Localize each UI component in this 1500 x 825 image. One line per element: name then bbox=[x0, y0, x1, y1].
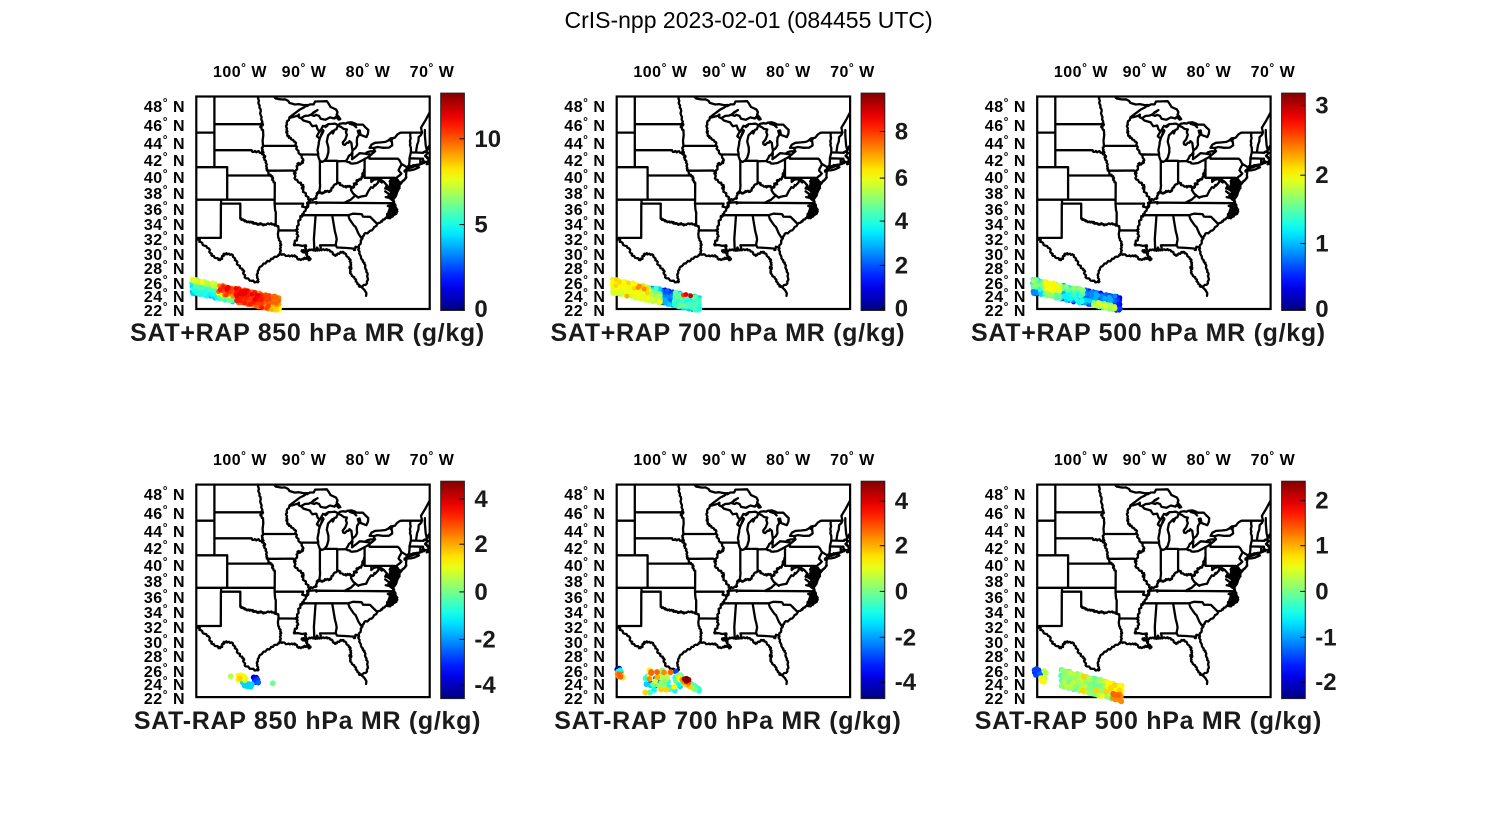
svg-text:-2: -2 bbox=[895, 624, 916, 651]
svg-text:4: 4 bbox=[474, 486, 488, 513]
svg-text:0: 0 bbox=[1315, 296, 1328, 323]
svg-text:1: 1 bbox=[1315, 231, 1328, 258]
svg-text:8: 8 bbox=[895, 119, 908, 146]
svg-text:2: 2 bbox=[895, 533, 908, 560]
svg-text:-2: -2 bbox=[474, 626, 495, 653]
svg-text:4: 4 bbox=[895, 208, 909, 235]
svg-text:SAT+RAP 500 hPa MR (g/kg): SAT+RAP 500 hPa MR (g/kg) bbox=[971, 319, 1326, 347]
svg-text:3: 3 bbox=[1315, 92, 1328, 119]
svg-text:0: 0 bbox=[474, 579, 487, 606]
svg-text:SAT-RAP 850 hPa MR (g/kg): SAT-RAP 850 hPa MR (g/kg) bbox=[134, 707, 481, 735]
svg-text:4: 4 bbox=[895, 488, 909, 515]
svg-text:0: 0 bbox=[474, 296, 487, 323]
svg-text:10: 10 bbox=[474, 126, 501, 153]
svg-text:-2: -2 bbox=[1315, 669, 1336, 696]
svg-text:CrIS-npp 2023-02-01 (084455 UT: CrIS-npp 2023-02-01 (084455 UTC) bbox=[564, 7, 932, 33]
svg-text:1: 1 bbox=[1315, 533, 1328, 560]
svg-text:-1: -1 bbox=[1315, 624, 1336, 651]
svg-text:-4: -4 bbox=[474, 672, 496, 699]
svg-text:SAT+RAP 850 hPa MR (g/kg): SAT+RAP 850 hPa MR (g/kg) bbox=[130, 319, 485, 347]
svg-text:5: 5 bbox=[474, 212, 487, 239]
svg-text:2: 2 bbox=[1315, 162, 1328, 189]
svg-text:SAT-RAP 700 hPa MR (g/kg): SAT-RAP 700 hPa MR (g/kg) bbox=[554, 707, 901, 735]
svg-text:6: 6 bbox=[895, 165, 908, 192]
svg-text:SAT-RAP 500 hPa MR (g/kg): SAT-RAP 500 hPa MR (g/kg) bbox=[975, 707, 1322, 735]
svg-text:2: 2 bbox=[895, 252, 908, 279]
svg-text:SAT+RAP 700 hPa MR (g/kg): SAT+RAP 700 hPa MR (g/kg) bbox=[550, 319, 905, 347]
svg-text:2: 2 bbox=[1315, 488, 1328, 515]
svg-text:-4: -4 bbox=[895, 669, 917, 696]
svg-text:0: 0 bbox=[895, 295, 908, 322]
svg-text:0: 0 bbox=[895, 578, 908, 605]
svg-text:2: 2 bbox=[474, 531, 487, 558]
svg-text:0: 0 bbox=[1315, 578, 1328, 605]
